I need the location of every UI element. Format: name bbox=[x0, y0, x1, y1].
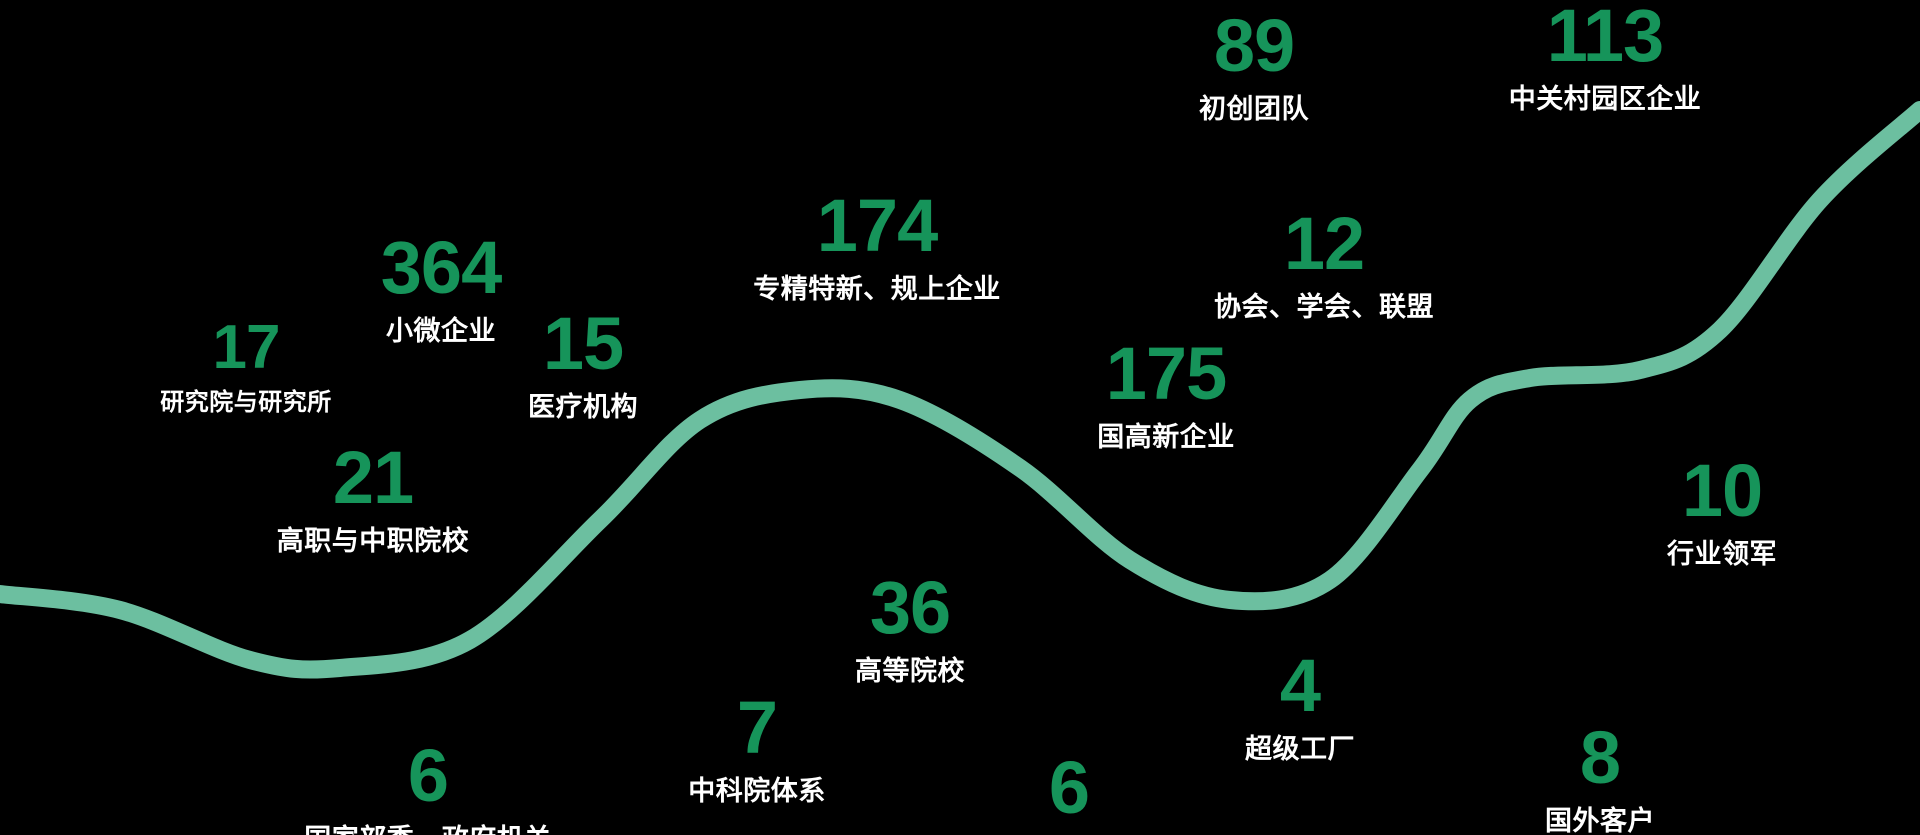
stat-callout-associations-societies-alliances: 12 协会、学会、联盟 bbox=[1214, 202, 1434, 322]
stat-label: 中科院体系 bbox=[688, 775, 826, 806]
stat-label: 国高新企业 bbox=[1097, 421, 1235, 452]
stat-label: 行业领军 bbox=[1667, 538, 1777, 569]
stat-value: 10 bbox=[1681, 449, 1763, 532]
stat-value: 364 bbox=[380, 226, 502, 309]
stat-callout-zhongguancun-park-enterprises: 113 中关村园区企业 bbox=[1509, 0, 1702, 114]
stat-label: 中关村园区企业 bbox=[1508, 83, 1702, 114]
stat-value: 4 bbox=[1279, 644, 1321, 727]
stat-value: 12 bbox=[1283, 202, 1365, 285]
stat-callout-vocational-colleges: 21 高职与中职院校 bbox=[276, 436, 470, 556]
stat-callout-cas-system: 7 中科院体系 bbox=[688, 686, 826, 806]
stat-callout-national-ministries-government: 6 国家部委、政府机关 bbox=[304, 734, 552, 835]
stat-callout-listed-companies: 6上市公司 bbox=[1014, 746, 1124, 835]
stat-value: 6 bbox=[1048, 746, 1090, 829]
stat-label: 小微企业 bbox=[386, 315, 496, 346]
stat-value: 7 bbox=[736, 686, 778, 769]
stat-value: 113 bbox=[1546, 0, 1664, 77]
stat-value: 6 bbox=[407, 734, 449, 817]
stat-value: 15 bbox=[542, 302, 624, 385]
stat-value: 21 bbox=[332, 436, 414, 519]
stat-callout-super-factory: 4 超级工厂 bbox=[1245, 644, 1355, 764]
stat-callout-overseas-clients: 8 国外客户 bbox=[1545, 716, 1655, 835]
stat-label: 高职与中职院校 bbox=[276, 525, 470, 556]
stat-callout-specialized-new-enterprises: 174 专精特新、规上企业 bbox=[753, 184, 1001, 304]
stat-value: 89 bbox=[1213, 4, 1295, 87]
stat-value: 8 bbox=[1579, 716, 1621, 799]
stat-label: 国家部委、政府机关 bbox=[304, 824, 552, 835]
stat-label: 国外客户 bbox=[1545, 805, 1655, 835]
stat-value: 36 bbox=[869, 566, 951, 649]
stat-callout-higher-education-institutions: 36 高等院校 bbox=[855, 566, 965, 686]
stat-label: 协会、学会、联盟 bbox=[1214, 291, 1434, 322]
stat-value: 17 bbox=[212, 313, 281, 382]
stat-label: 初创团队 bbox=[1199, 93, 1309, 124]
stat-label: 研究院与研究所 bbox=[160, 388, 332, 416]
stat-callout-startup-teams: 89 初创团队 bbox=[1199, 4, 1309, 124]
stat-callout-industry-leaders: 10 行业领军 bbox=[1667, 449, 1777, 569]
stat-label: 高等院校 bbox=[855, 655, 965, 686]
stat-value: 174 bbox=[816, 184, 938, 267]
stat-label: 专精特新、规上企业 bbox=[753, 273, 1001, 304]
stat-callout-research-institutes: 17 研究院与研究所 bbox=[160, 313, 332, 416]
stat-callout-national-hightech-enterprises: 175 国高新企业 bbox=[1097, 332, 1235, 452]
stat-label: 超级工厂 bbox=[1245, 733, 1355, 764]
stat-callout-micro-small-enterprises: 364 小微企业 bbox=[380, 226, 502, 346]
stat-callout-medical-institutions: 15 医疗机构 bbox=[528, 302, 638, 422]
stat-value: 175 bbox=[1105, 332, 1227, 415]
stat-label: 医疗机构 bbox=[528, 391, 638, 422]
